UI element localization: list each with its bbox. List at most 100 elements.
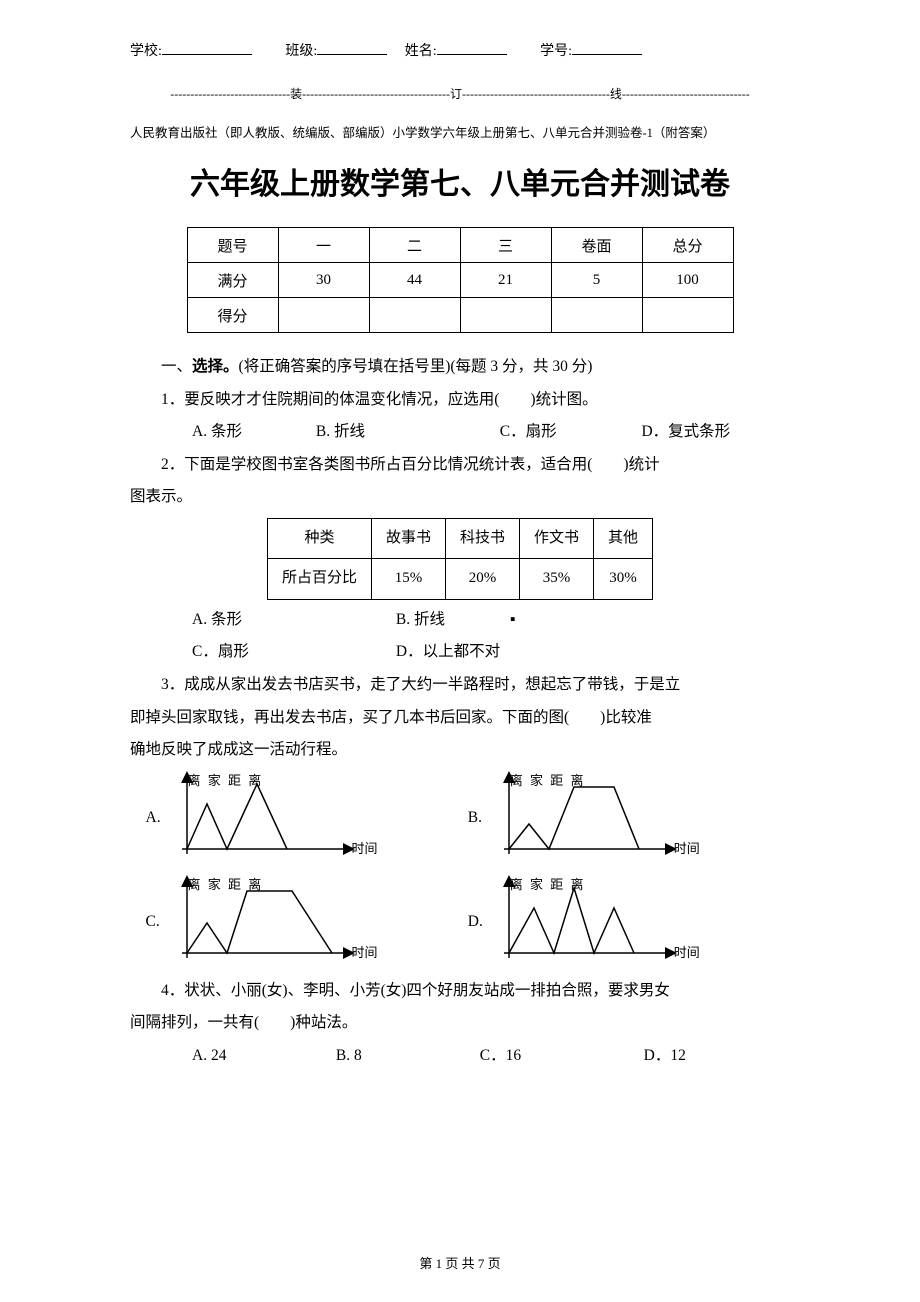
q3-chart-c[interactable]: C. 离 家 距 离 时间	[146, 871, 468, 975]
cell: 其他	[594, 518, 653, 559]
cell: 故事书	[371, 518, 445, 559]
name-blank[interactable]	[437, 40, 507, 55]
cell[interactable]	[642, 298, 733, 333]
chart-label-c: C.	[146, 906, 168, 939]
q2-table: 种类 故事书 科技书 作文书 其他 所占百分比 15% 20% 35% 30%	[267, 518, 653, 600]
x-axis-label: 时间	[674, 835, 700, 862]
school-blank[interactable]	[162, 40, 252, 55]
q2-opt-d[interactable]: D．以上都不对	[365, 636, 500, 669]
q3-chart-d[interactable]: D. 离 家 距 离 时间	[468, 871, 790, 975]
binding-divider: ------------------------------装---------…	[130, 85, 790, 102]
y-axis-label: 离 家 距 离	[510, 767, 586, 794]
q4-options: A. 24 B. 8 C．16 D．12	[130, 1040, 790, 1073]
q3-text-a: 3．成成从家出发去书店买书，走了大约一半路程时，想起忘了带钱，于是立	[130, 669, 790, 702]
q1-opt-c[interactable]: C．扇形	[469, 416, 557, 449]
q3-charts: A. 离 家 距 离 时间 B. 离 家 距 离 时间	[146, 767, 791, 975]
table-row: 所占百分比 15% 20% 35% 30%	[267, 559, 652, 600]
source-line: 人民教育出版社（即人教版、统编版、部编版）小学数学六年级上册第七、八单元合并测验…	[130, 122, 790, 141]
q3-text-b: 即掉头回家取钱，再出发去书店，买了几本书后回家。下面的图( )比较准	[130, 702, 790, 735]
cell: 得分	[187, 298, 278, 333]
cell[interactable]	[460, 298, 551, 333]
cell: 一	[278, 228, 369, 263]
y-axis-label: 离 家 距 离	[188, 767, 264, 794]
page-title: 六年级上册数学第七、八单元合并测试卷	[130, 159, 790, 203]
x-axis-label: 时间	[674, 939, 700, 966]
footer-c: 页	[484, 1256, 500, 1271]
cell: 15%	[371, 559, 445, 600]
chart-box: 离 家 距 离 时间	[172, 873, 372, 973]
q4-opt-d[interactable]: D．12	[613, 1040, 686, 1073]
x-axis-label: 时间	[351, 835, 377, 862]
q2-text-a: 2．下面是学校图书室各类图书所占百分比情况统计表，适合用( )统计	[130, 449, 790, 482]
chart-label-b: B.	[468, 802, 490, 835]
q3-chart-b[interactable]: B. 离 家 距 离 时间	[468, 767, 790, 871]
cell: 满分	[187, 263, 278, 298]
table-row: 题号 一 二 三 卷面 总分	[187, 228, 733, 263]
id-blank[interactable]	[572, 40, 642, 55]
table-row: 得分	[187, 298, 733, 333]
x-axis-label: 时间	[351, 939, 377, 966]
cell: 100	[642, 263, 733, 298]
y-axis-label: 离 家 距 离	[188, 871, 264, 898]
q4-text-b: 间隔排列，一共有( )种站法。	[130, 1007, 790, 1040]
q1-text: 1．要反映才才住院期间的体温变化情况，应选用( )统计图。	[130, 384, 790, 417]
cell: 44	[369, 263, 460, 298]
q1-options: A. 条形 B. 折线 C．扇形 D．复式条形	[130, 416, 790, 449]
class-blank[interactable]	[317, 40, 387, 55]
q2-opt-c[interactable]: C．扇形	[161, 636, 361, 669]
q1-opt-d[interactable]: D．复式条形	[610, 416, 730, 449]
q1-opt-b[interactable]: B. 折线	[285, 416, 405, 449]
q1-opt-a[interactable]: A. 条形	[161, 416, 281, 449]
q4-text-a: 4．状状、小丽(女)、李明、小芳(女)四个好朋友站成一排拍合照，要求男女	[130, 975, 790, 1008]
cell[interactable]	[278, 298, 369, 333]
cell: 35%	[520, 559, 594, 600]
section-prefix: 一、	[161, 358, 192, 375]
q2-options-row1: A. 条形 B. 折线 ▪	[130, 604, 790, 637]
page: 学校: 班级: 姓名: 学号: ------------------------…	[0, 0, 920, 1302]
cell: 总分	[642, 228, 733, 263]
table-row: 种类 故事书 科技书 作文书 其他	[267, 518, 652, 559]
cell: 21	[460, 263, 551, 298]
cell: 种类	[267, 518, 371, 559]
chart-box: 离 家 距 离 时间	[494, 769, 694, 869]
score-table: 题号 一 二 三 卷面 总分 满分 30 44 21 5 100 得分	[187, 227, 734, 333]
school-label: 学校:	[130, 44, 162, 59]
q3-chart-a[interactable]: A. 离 家 距 离 时间	[146, 767, 468, 871]
id-label: 学号:	[540, 44, 572, 59]
cell: 30%	[594, 559, 653, 600]
cell[interactable]	[551, 298, 642, 333]
cell: 作文书	[520, 518, 594, 559]
q2-opt-a[interactable]: A. 条形	[161, 604, 361, 637]
q2-options-row2: C．扇形 D．以上都不对	[130, 636, 790, 669]
cell: 卷面	[551, 228, 642, 263]
section-heading: 一、选择。(将正确答案的序号填在括号里)(每题 3 分，共 30 分)	[130, 351, 790, 384]
cell: 5	[551, 263, 642, 298]
y-axis-label: 离 家 距 离	[510, 871, 586, 898]
cell: 二	[369, 228, 460, 263]
chart-label-a: A.	[146, 802, 168, 835]
page-footer: 第 1 页 共 7 页	[0, 1253, 920, 1272]
q2-opt-b[interactable]: B. 折线	[365, 604, 445, 637]
footer-b: 页 共	[442, 1256, 478, 1271]
cell[interactable]	[369, 298, 460, 333]
cell: 科技书	[445, 518, 519, 559]
q4-opt-b[interactable]: B. 8	[305, 1040, 445, 1073]
chart-label-d: D.	[468, 906, 490, 939]
section-bold: 选择。	[192, 358, 239, 375]
q4-opt-c[interactable]: C．16	[449, 1040, 609, 1073]
redact-marker: ▪	[479, 604, 493, 637]
cell: 所占百分比	[267, 559, 371, 600]
q3-text-c: 确地反映了成成这一活动行程。	[130, 734, 790, 767]
chart-box: 离 家 距 离 时间	[494, 873, 694, 973]
cell: 30	[278, 263, 369, 298]
section-rest: (将正确答案的序号填在括号里)(每题 3 分，共 30 分)	[239, 358, 593, 375]
cell: 20%	[445, 559, 519, 600]
q4-opt-a[interactable]: A. 24	[161, 1040, 301, 1073]
name-label: 姓名:	[405, 44, 437, 59]
table-row: 满分 30 44 21 5 100	[187, 263, 733, 298]
footer-a: 第	[419, 1256, 435, 1271]
chart-box: 离 家 距 离 时间	[172, 769, 372, 869]
cell: 三	[460, 228, 551, 263]
class-label: 班级:	[285, 44, 317, 59]
body: 一、选择。(将正确答案的序号填在括号里)(每题 3 分，共 30 分) 1．要反…	[130, 351, 790, 1072]
